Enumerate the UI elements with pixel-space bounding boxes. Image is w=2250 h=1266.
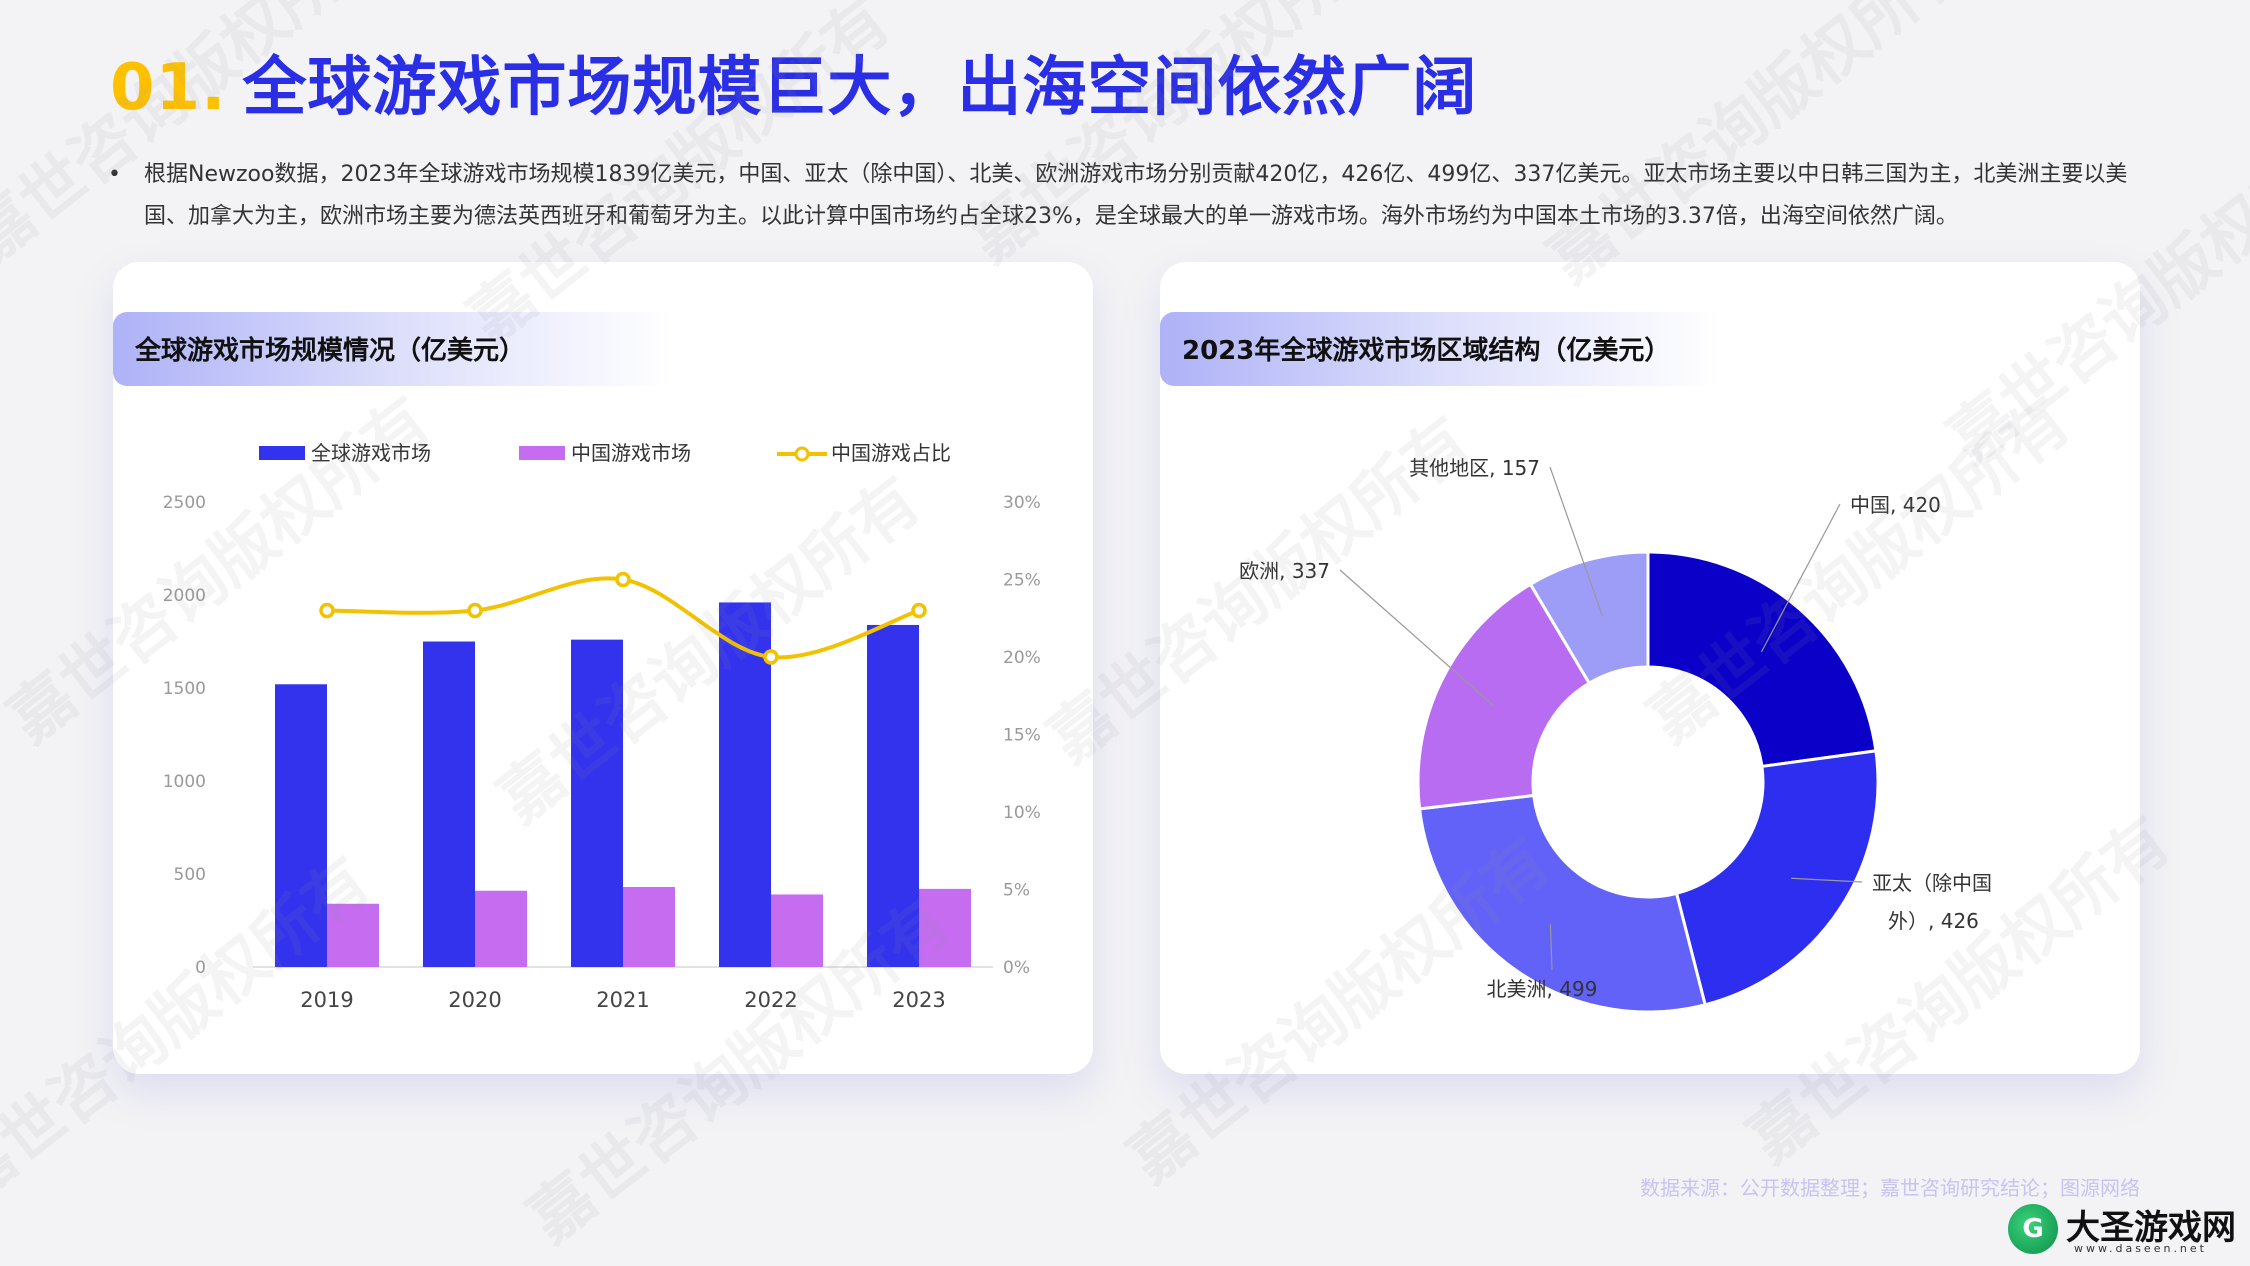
y-right-tick-label: 25% xyxy=(1003,571,1041,591)
legend-china-swatch xyxy=(519,446,565,460)
legend-ratio-marker xyxy=(794,446,810,462)
summary-bullet: • 根据Newzoo数据，2023年全球游戏市场规模1839亿美元，中国、亚太（… xyxy=(108,154,2148,238)
y-right-tick-label: 0% xyxy=(1003,958,1030,978)
bar-chart: 2500 2000 1500 1000 500 0 30% 25% 20% 15% 10% 5% 0% 2… xyxy=(163,441,1041,1012)
bar-chart-card: 全球游戏市场规模情况（亿美元） 2500 2000 1500 1000 500 0 30% 2… xyxy=(113,262,1093,1074)
donut-label-1-line1: 亚太（除中国 xyxy=(1872,871,1992,895)
donut-slice-1 xyxy=(1674,749,1880,1007)
ratio-point-2021 xyxy=(615,571,631,588)
legend-global-swatch xyxy=(259,446,305,460)
legend-china-label: 中国游戏市场 xyxy=(571,441,691,465)
x-tick-label: 2019 xyxy=(300,988,353,1012)
y-right-tick-label: 5% xyxy=(1003,881,1030,901)
donut-leader-1 xyxy=(1791,877,1863,883)
y-left-tick-label: 2500 xyxy=(163,493,206,513)
legend-ratio-label: 中国游戏占比 xyxy=(831,441,951,465)
x-tick-label: 2022 xyxy=(744,988,797,1012)
y-right-tick-label: 30% xyxy=(1003,493,1041,513)
donut-leader-0 xyxy=(1760,503,1841,653)
x-tick-label: 2020 xyxy=(448,988,501,1012)
y-right-tick-label: 10% xyxy=(1003,803,1041,823)
bar-global-2020 xyxy=(423,641,475,967)
bullet-dot-icon: • xyxy=(108,162,121,187)
title-number: 01. xyxy=(110,51,227,125)
y-left-tick-label: 2000 xyxy=(163,586,206,606)
summary-text: 根据Newzoo数据，2023年全球游戏市场规模1839亿美元，中国、亚太（除中… xyxy=(144,162,2128,229)
title-text: 全球游戏市场规模巨大，出海空间依然广阔 xyxy=(242,51,1478,125)
donut-slice-3 xyxy=(1416,582,1592,811)
donut-leader-4 xyxy=(1549,466,1603,616)
donut-chart-header: 2023年全球游戏市场区域结构（亿美元） xyxy=(1160,312,1720,386)
bar-global-2023 xyxy=(867,624,919,967)
y-left-tick-label: 1000 xyxy=(163,772,206,792)
donut-leader-2 xyxy=(1549,924,1553,971)
ratio-point-2019 xyxy=(319,602,335,619)
donut-chart-card: 2023年全球游戏市场区域结构（亿美元） 中国, 420 亚太（除中国 外）, 42… xyxy=(1160,262,2140,1074)
y-left-tick-label: 0 xyxy=(195,958,206,978)
donut-label-3: 欧洲, 337 xyxy=(1239,559,1330,583)
ratio-point-2020 xyxy=(467,602,483,619)
y-right-tick-label: 20% xyxy=(1003,648,1041,668)
y-left-tick-label: 1500 xyxy=(163,679,206,699)
bar-global-2021 xyxy=(571,639,623,967)
bar-chart-title: 全球游戏市场规模情况（亿美元） xyxy=(135,336,526,366)
y-left-tick-label: 500 xyxy=(174,865,206,885)
donut-leader-3 xyxy=(1339,569,1494,707)
logo-name: 大圣游戏网 xyxy=(2066,1208,2236,1248)
y-right-tick-label: 15% xyxy=(1003,726,1041,746)
logo-badge-icon: G xyxy=(2008,1204,2058,1254)
legend-global-label: 全球游戏市场 xyxy=(311,441,431,465)
donut-label-1-line2: 外）, 426 xyxy=(1888,909,1979,933)
data-source: 数据来源：公开数据整理；嘉世咨询研究结论；图源网络 xyxy=(1640,1176,2140,1200)
bar-global-2022 xyxy=(719,602,771,967)
bar-chart-header: 全球游戏市场规模情况（亿美元） xyxy=(113,312,673,386)
donut-label-2: 北美洲, 499 xyxy=(1487,977,1598,1001)
bar-china-2019 xyxy=(327,903,379,967)
bar-china-2021 xyxy=(623,887,675,967)
x-tick-label: 2021 xyxy=(596,988,649,1012)
donut-slice-2 xyxy=(1417,793,1707,1014)
site-logo: G 大圣游戏网 www.daseen.net xyxy=(2000,1198,2240,1258)
page-title: 01. 全球游戏市场规模巨大，出海空间依然广阔 xyxy=(110,36,1477,128)
donut-label-0: 中国, 420 xyxy=(1850,493,1941,517)
logo-url: www.daseen.net xyxy=(2074,1242,2207,1255)
donut-chart-title: 2023年全球游戏市场区域结构（亿美元） xyxy=(1182,336,1671,366)
bar-china-2023 xyxy=(919,888,971,967)
donut-label-4: 其他地区, 157 xyxy=(1409,456,1540,480)
watermark-text: 嘉世咨询版权所有 xyxy=(1535,0,1985,298)
bar-global-2019 xyxy=(275,684,327,967)
bar-china-2022 xyxy=(771,894,823,967)
x-tick-label: 2023 xyxy=(892,988,945,1012)
donut-slice-4 xyxy=(1528,550,1650,686)
donut-slice-0 xyxy=(1646,550,1878,769)
ratio-point-2022 xyxy=(763,649,779,665)
ratio-point-2023 xyxy=(911,602,927,619)
bar-china-2020 xyxy=(475,890,527,967)
